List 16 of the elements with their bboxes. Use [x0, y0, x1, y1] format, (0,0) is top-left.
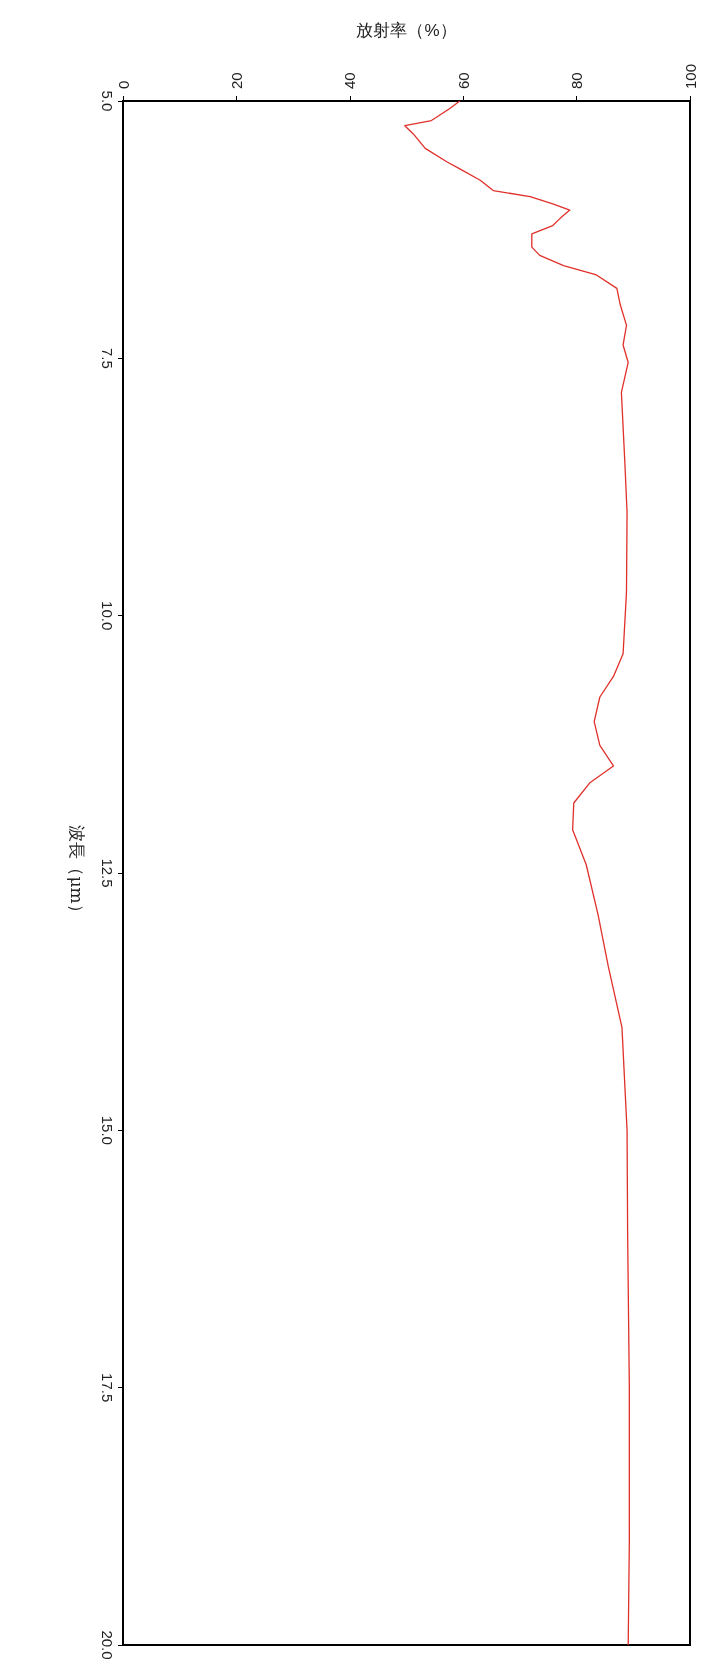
x-tick-label: 40	[341, 72, 359, 89]
y-tick-label: 10.0	[99, 601, 116, 631]
y-axis-title: 波長（μm）	[66, 825, 87, 921]
y-tick-label: 15.0	[99, 1115, 116, 1145]
y-tick-label: 17.5	[99, 1373, 116, 1403]
x-axis-title: 放射率（%）	[356, 21, 457, 40]
x-tick-label: 0	[114, 80, 132, 89]
y-tick-label: 5.0	[99, 90, 116, 112]
y-tick-label: 20.0	[99, 1630, 116, 1660]
line-series	[404, 100, 630, 1646]
x-tick-label: 80	[568, 72, 586, 89]
y-tick-label: 7.5	[99, 347, 116, 369]
y-tick-label: 12.5	[99, 858, 116, 888]
x-tick-label: 20	[227, 72, 245, 89]
x-tick-label: 100	[681, 63, 699, 89]
x-tick-label: 60	[454, 72, 472, 89]
